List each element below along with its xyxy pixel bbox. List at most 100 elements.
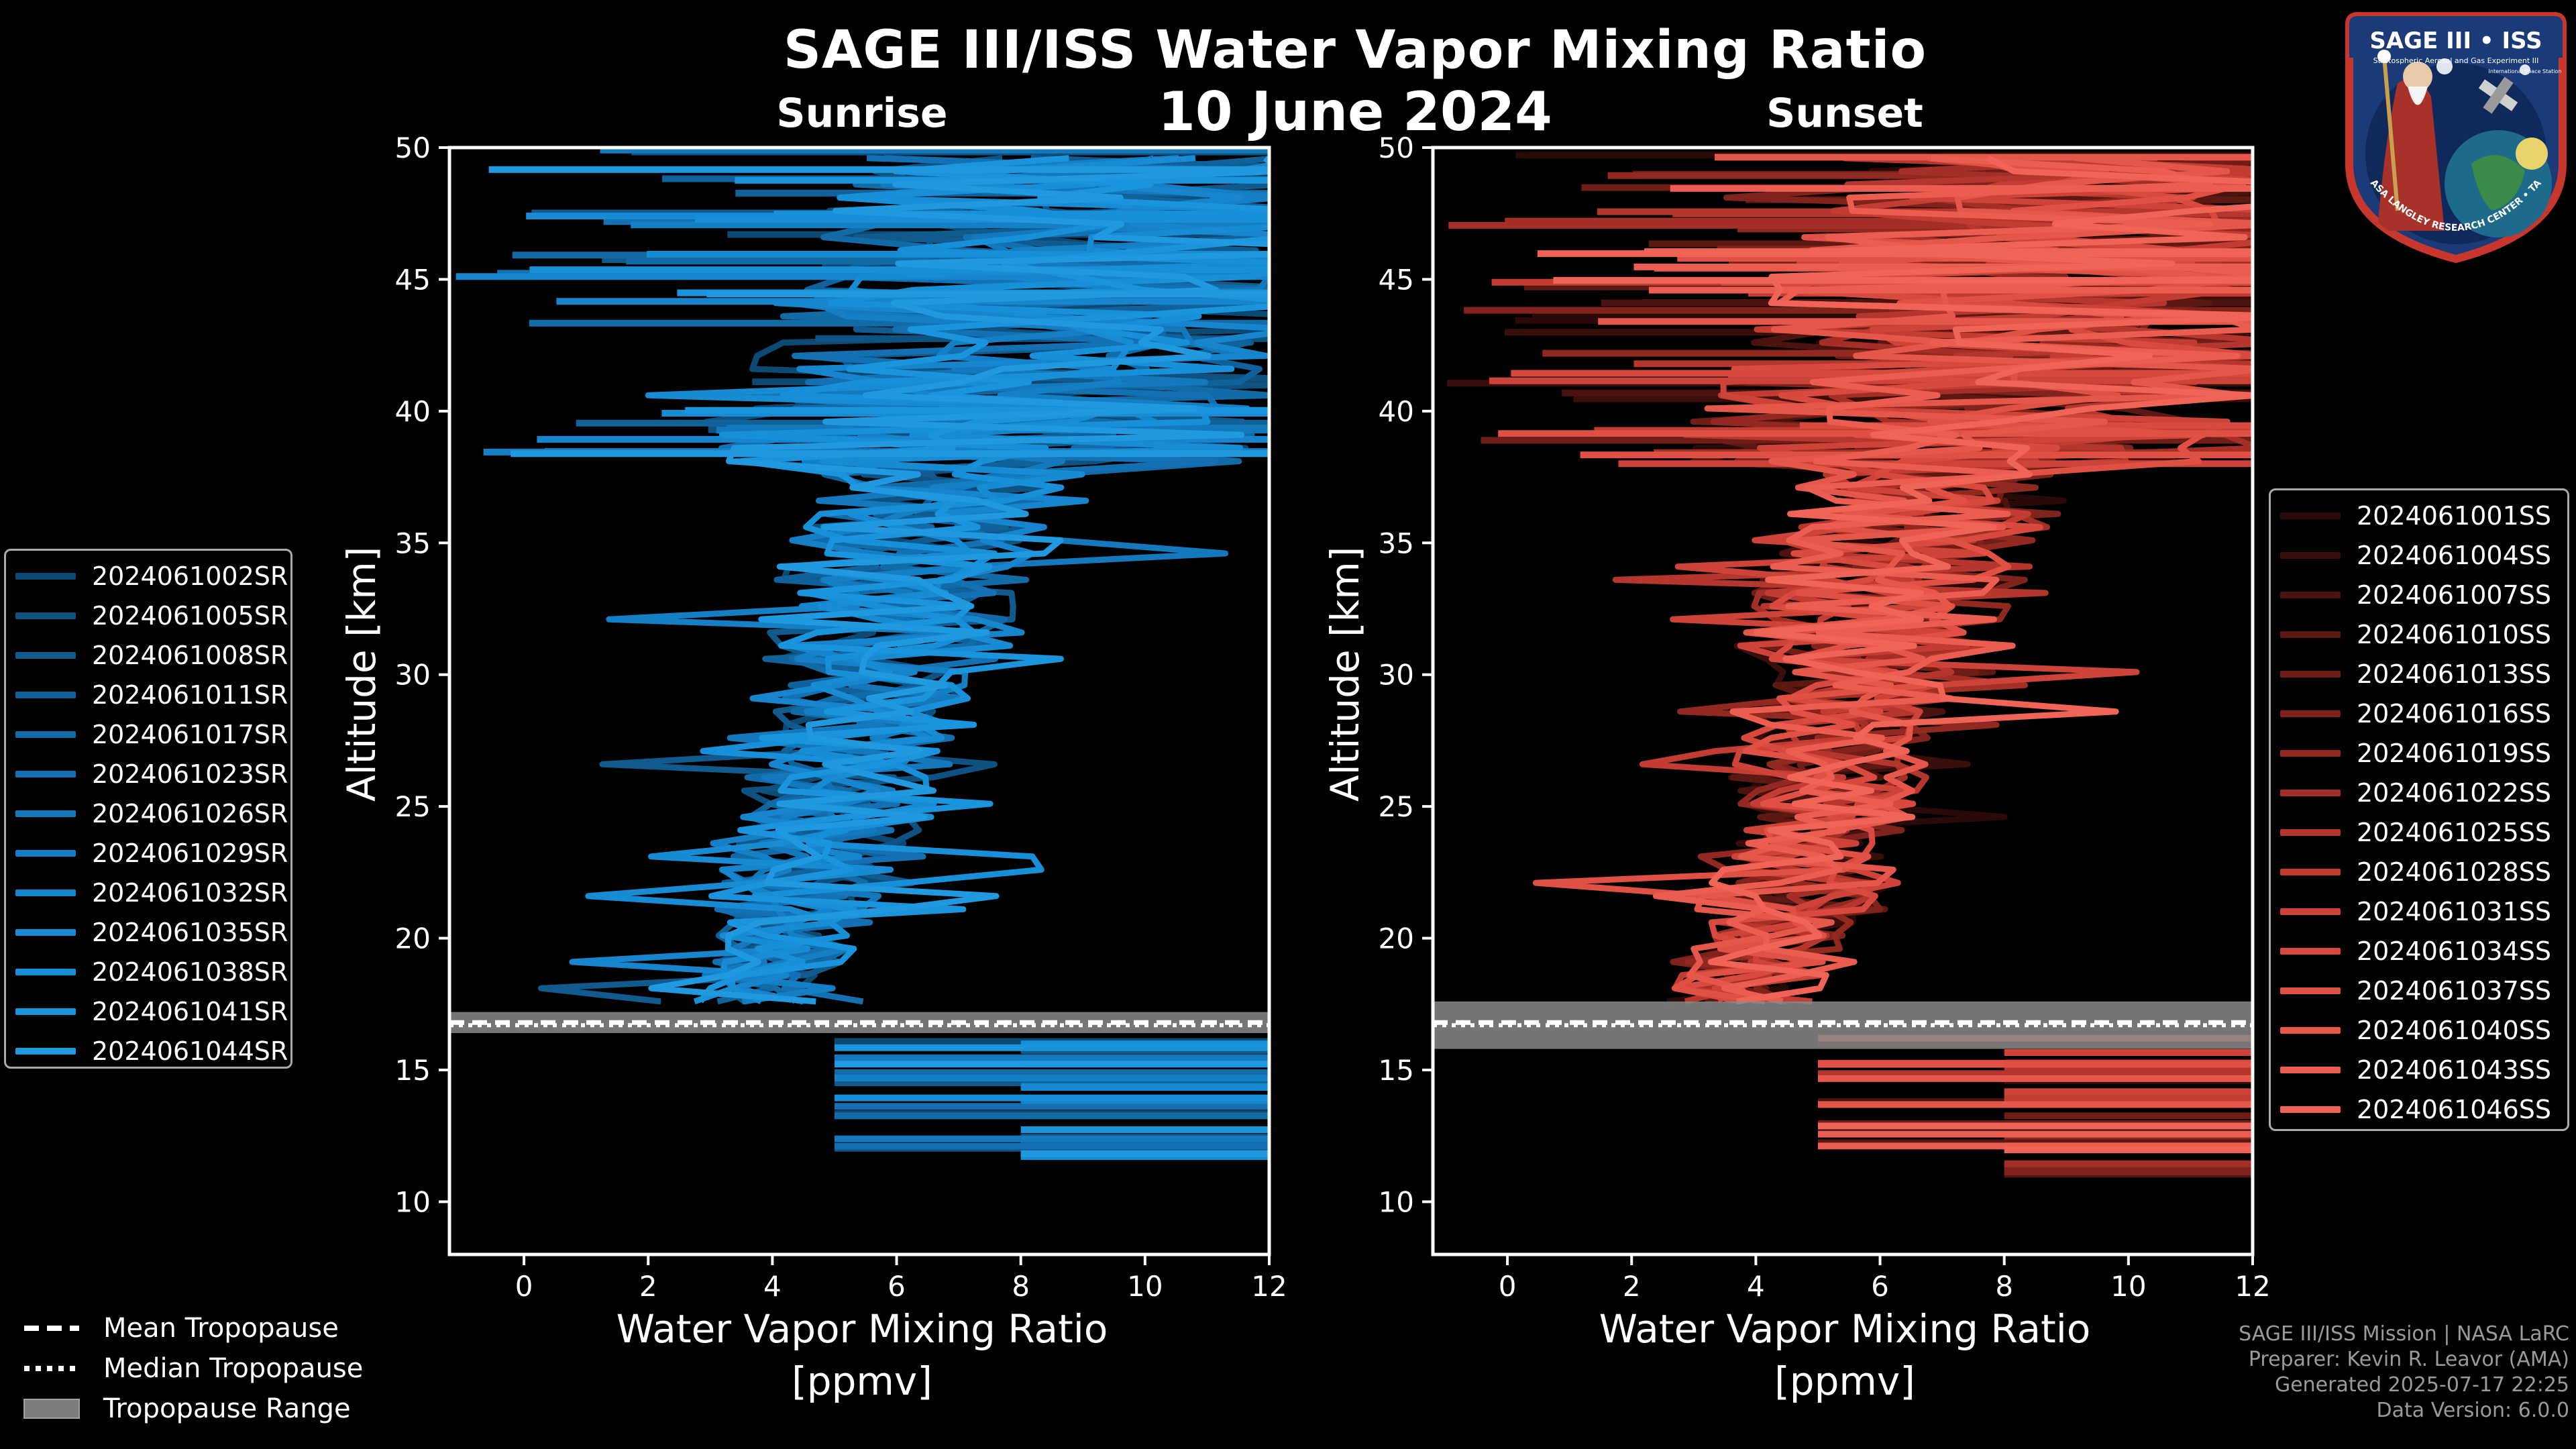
- logo-top-text: SAGE III • ISS: [2369, 28, 2542, 54]
- legend-label: 2024061035SR: [92, 917, 288, 947]
- profile-2024061044SR: [648, 156, 1269, 1005]
- sunset-legend: 2024061001SS 2024061004SS 2024061007SS 2024…: [2269, 488, 2569, 1131]
- legend-item-2024061044SR: 2024061044SR: [6, 1031, 290, 1071]
- footer-credits: SAGE III/ISS Mission | NASA LaRC Prepare…: [2239, 1322, 2569, 1424]
- range-patch-icon: [23, 1399, 80, 1419]
- y-tick-label: 45: [1379, 263, 1414, 296]
- profile-2024061035SR: [585, 155, 1269, 1004]
- legend-item-2024061025SS: 2024061025SS: [2271, 812, 2567, 852]
- legend-swatch: [2280, 789, 2341, 796]
- legend-item-2024061028SS: 2024061028SS: [2271, 852, 2567, 892]
- y-tick-label: 25: [1379, 790, 1414, 823]
- legend-item-2024061022SS: 2024061022SS: [2271, 773, 2567, 812]
- sunrise-chart: 0 2 4 6 8 10 12 10 15 20 25 30 35 40 45 50: [395, 131, 1287, 1303]
- legend-label: 2024061031SS: [2357, 896, 2552, 926]
- x-tick-label: 10: [1127, 1270, 1163, 1303]
- legend-label: 2024061028SS: [2357, 857, 2552, 887]
- legend-label: 2024061041SR: [92, 996, 288, 1026]
- median-tropopause-label: Median Tropopause: [103, 1353, 364, 1384]
- y-tick-label: 30: [395, 659, 431, 692]
- legend-swatch: [2280, 591, 2341, 598]
- sunset-xlabel-line1: Water Vapor Mixing Ratio: [1599, 1306, 2091, 1352]
- legend-swatch: [15, 572, 76, 580]
- figure-date: 10 June 2024: [1158, 80, 1552, 143]
- x-tick-label: 6: [1871, 1270, 1889, 1303]
- legend-item-2024061010SS: 2024061010SS: [2271, 614, 2567, 654]
- mean-tropopause-label: Mean Tropopause: [103, 1313, 339, 1344]
- legend-item-2024061038SR: 2024061038SR: [6, 952, 290, 991]
- legend-swatch: [2280, 987, 2341, 994]
- legend-item-2024061026SR: 2024061026SR: [6, 794, 290, 833]
- legend-swatch: [2280, 512, 2341, 519]
- sunset-xlabel: Water Vapor Mixing Ratio [ppmv]: [1533, 1303, 2157, 1407]
- y-tick-label: 40: [395, 395, 431, 428]
- profile-2024061046SS: [1707, 155, 2253, 1005]
- x-tick-label: 10: [2110, 1270, 2146, 1303]
- legend-swatch: [15, 770, 76, 777]
- y-tick-label: 30: [1379, 659, 1414, 692]
- footer-mission: SAGE III/ISS Mission | NASA LaRC: [2239, 1322, 2569, 1346]
- legend-label: 2024061032SR: [92, 877, 288, 908]
- legend-swatch: [15, 651, 76, 659]
- legend-swatch: [15, 849, 76, 857]
- legend-item-2024061040SS: 2024061040SS: [2271, 1010, 2567, 1050]
- y-tick-label: 45: [395, 263, 431, 296]
- legend-label: 2024061010SS: [2357, 619, 2552, 649]
- legend-label: 2024061001SS: [2357, 500, 2552, 531]
- footer-preparer: Preparer: Kevin R. Leavor (AMA): [2248, 1348, 2569, 1371]
- legend-label: 2024061046SS: [2357, 1094, 2552, 1124]
- legend-label: 2024061022SS: [2357, 777, 2552, 808]
- legend-item-2024061032SR: 2024061032SR: [6, 873, 290, 912]
- legend-swatch: [15, 889, 76, 896]
- footer-version: Data Version: 6.0.0: [2376, 1399, 2569, 1422]
- legend-item-2024061001SS: 2024061001SS: [2271, 496, 2567, 535]
- legend-label: 2024061023SR: [92, 759, 288, 789]
- sunrise-xlabel-line1: Water Vapor Mixing Ratio: [616, 1306, 1108, 1352]
- x-tick-label: 8: [1995, 1270, 2013, 1303]
- logo-inner-text-1: Stratospheric Aerosol and Gas Experiment…: [2373, 56, 2539, 65]
- legend-item-2024061023SR: 2024061023SR: [6, 754, 290, 794]
- legend-swatch: [2280, 868, 2341, 875]
- legend-item-2024061011SR: 2024061011SR: [6, 675, 290, 714]
- plot-frame: [447, 146, 1271, 1256]
- plot-frame: [1431, 146, 2255, 1256]
- legend-item-2024061013SS: 2024061013SS: [2271, 654, 2567, 694]
- legend-item-2024061031SS: 2024061031SS: [2271, 892, 2567, 931]
- legend-item-2024061041SR: 2024061041SR: [6, 991, 290, 1031]
- legend-swatch: [15, 968, 76, 975]
- legend-item-2024061043SS: 2024061043SS: [2271, 1050, 2567, 1089]
- x-tick-label: 4: [763, 1270, 782, 1303]
- legend-label: 2024061013SS: [2357, 659, 2552, 689]
- tropopause-legend: Mean Tropopause Median Tropopause Tropop…: [21, 1308, 397, 1429]
- legend-label: 2024061034SS: [2357, 936, 2552, 966]
- legend-item-2024061046SS: 2024061046SS: [2271, 1089, 2567, 1129]
- legend-swatch: [2280, 710, 2341, 717]
- legend-item-2024061037SS: 2024061037SS: [2271, 971, 2567, 1010]
- median-tropopause-legend-item: Median Tropopause: [21, 1348, 397, 1389]
- y-tick-label: 10: [1379, 1185, 1414, 1218]
- legend-item-2024061035SR: 2024061035SR: [6, 912, 290, 952]
- y-tick-label: 35: [1379, 527, 1414, 559]
- y-tick-label: 10: [395, 1185, 431, 1218]
- legend-swatch: [2280, 1106, 2341, 1113]
- legend-swatch: [15, 691, 76, 698]
- y-tick-label: 40: [1379, 395, 1414, 428]
- legend-label: 2024061043SS: [2357, 1055, 2552, 1085]
- tropopause-range-label: Tropopause Range: [103, 1393, 351, 1424]
- legend-label: 2024061005SR: [92, 600, 288, 631]
- logo-inner-text-2: International Space Station: [2489, 68, 2562, 74]
- tropopause-range-band: [449, 1012, 1269, 1033]
- legend-item-2024061019SS: 2024061019SS: [2271, 733, 2567, 773]
- y-tick-label: 15: [395, 1054, 431, 1087]
- legend-swatch: [2280, 1066, 2341, 1073]
- legend-item-2024061016SS: 2024061016SS: [2271, 694, 2567, 733]
- sunrise-subtitle: Sunrise: [776, 90, 948, 137]
- legend-label: 2024061026SR: [92, 798, 288, 828]
- x-tick-label: 0: [1499, 1270, 1517, 1303]
- tropopause-range-legend-item: Tropopause Range: [21, 1389, 397, 1429]
- legend-swatch: [15, 1047, 76, 1055]
- legend-label: 2024061002SR: [92, 561, 288, 591]
- legend-swatch: [2280, 749, 2341, 757]
- x-tick-label: 2: [639, 1270, 657, 1303]
- legend-item-2024061005SR: 2024061005SR: [6, 596, 290, 635]
